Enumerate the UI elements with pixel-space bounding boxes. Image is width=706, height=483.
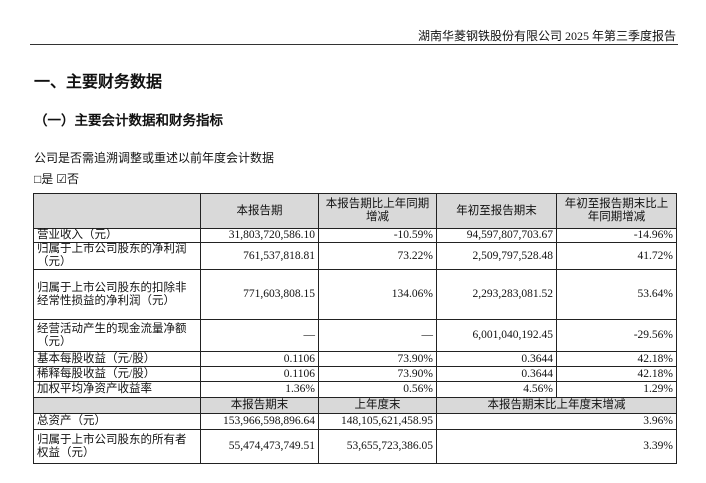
table-cell: 73.90% xyxy=(318,351,437,367)
section-title: 一、主要财务数据 xyxy=(34,72,163,91)
table-cell: 73.22% xyxy=(318,242,437,270)
table-row: 经营活动产生的现金流量净额（元） — —6,001,040,192.45 -29.56… xyxy=(33,319,677,352)
table-cell: 稀释每股收益（元/股） xyxy=(33,366,201,382)
table-row: 本报告期末 上年度末 本报告期末比上年度末增减 xyxy=(33,397,677,414)
header-cell: 年初至报告期末比上年同期增减 xyxy=(556,193,677,229)
table-cell: 148,105,621,458.95 xyxy=(318,413,437,430)
table-cell: 2,509,797,528.48 xyxy=(436,242,557,270)
header-cell: 本报告期末比上年度末增减 xyxy=(436,397,677,414)
table-cell: 归属于上市公司股东的所有者权益（元） xyxy=(33,429,201,464)
table-cell: 0.3644 xyxy=(436,366,557,382)
header-cell: 本报告期 xyxy=(200,193,319,229)
header-cell: 本报告期比上年同期增减 xyxy=(318,193,437,229)
table-cell: 55,474,473,749.51 xyxy=(200,429,319,464)
header-cell: 本报告期末 xyxy=(200,397,319,414)
table-cell: 3.96% xyxy=(436,413,677,430)
table-cell: 0.1106 xyxy=(200,351,319,367)
answer: □是 ☑否 xyxy=(34,172,80,186)
table-cell: 总资产（元） xyxy=(33,413,201,430)
page-header: 湖南华菱钢铁股份有限公司 2025 年第三季度报告 xyxy=(417,29,676,43)
question: 公司是否需追溯调整或重述以前年度会计数据 xyxy=(34,151,275,165)
table-cell: 0.1106 xyxy=(200,366,319,382)
header-rule xyxy=(30,44,678,45)
table-cell: 基本每股收益（元/股） xyxy=(33,351,201,367)
table-cell: -29.56% xyxy=(556,319,677,352)
table-cell: 归属于上市公司股东的净利润（元） xyxy=(33,242,201,270)
table-row: 营业收入（元） 31,803,720,586.10 -10.59% 94,597,80… xyxy=(33,228,677,243)
header-cell: 年初至报告期末 xyxy=(436,193,557,229)
table-cell: 营业收入（元） xyxy=(33,228,201,243)
table-cell: 经营活动产生的现金流量净额（元） xyxy=(33,319,201,352)
table-row: 加权平均净资产收益率 1.36% 0.56% 4.56% 1.29% xyxy=(33,381,677,398)
table-row: 总资产（元） 153,966,598,896.64 148,105,621,458.… xyxy=(33,413,677,430)
table-cell: 0.56% xyxy=(318,381,437,398)
table-cell: 53,655,723,386.05 xyxy=(318,429,437,464)
table-cell: 0.3644 xyxy=(436,351,557,367)
financial-table: 本报告期 本报告期比上年同期增减 年初至报告期末 年初至报告期末比上年同期增减 营业收入… xyxy=(33,193,677,464)
table-cell: 归属于上市公司股东的扣除非经常性损益的净利润（元） xyxy=(33,269,201,320)
table-cell: — xyxy=(200,319,319,352)
table-row: 归属于上市公司股东的所有者权益（元） 55,474,473,749.51 53,65… xyxy=(33,429,677,464)
table-cell: 加权平均净资产收益率 xyxy=(33,381,201,398)
header-cell xyxy=(33,193,201,229)
header-cell: 上年度末 xyxy=(318,397,437,414)
table-cell: 2,293,283,081.52 xyxy=(436,269,557,320)
table-row: 基本每股收益（元/股） 0.1106 73.90% 0.3644 42.18% xyxy=(33,351,677,367)
table-cell: 1.29% xyxy=(556,381,677,398)
table-cell: 134.06% xyxy=(318,269,437,320)
table-row: 稀释每股收益（元/股） 0.1106 73.90% 0.3644 42.18% xyxy=(33,366,677,382)
table-cell: 31,803,720,586.10 xyxy=(200,228,319,243)
table-cell: 1.36% xyxy=(200,381,319,398)
header-cell xyxy=(33,397,201,414)
table-cell: 53.64% xyxy=(556,269,677,320)
table-cell: 42.18% xyxy=(556,366,677,382)
table-cell: 94,597,807,703.67 xyxy=(436,228,557,243)
table-cell: — xyxy=(318,319,437,352)
table-cell: -14.96% xyxy=(556,228,677,243)
table-row: 归属于上市公司股东的净利润（元） 761,537,818.81 73.22% 2,50… xyxy=(33,242,677,270)
table-cell: 771,603,808.15 xyxy=(200,269,319,320)
table-cell: 3.39% xyxy=(436,429,677,464)
table-cell: -10.59% xyxy=(318,228,437,243)
table-cell: 42.18% xyxy=(556,351,677,367)
table-cell: 41.72% xyxy=(556,242,677,270)
table-cell: 4.56% xyxy=(436,381,557,398)
table-cell: 761,537,818.81 xyxy=(200,242,319,270)
table-cell: 153,966,598,896.64 xyxy=(200,413,319,430)
table-cell: 6,001,040,192.45 xyxy=(436,319,557,352)
table-cell: 73.90% xyxy=(318,366,437,382)
subsection-title: （一）主要会计数据和财务指标 xyxy=(34,113,223,129)
table-row: 本报告期 本报告期比上年同期增减 年初至报告期末 年初至报告期末比上年同期增减 xyxy=(33,193,677,229)
table-row: 归属于上市公司股东的扣除非经常性损益的净利润（元） 771,603,808.15 1… xyxy=(33,269,677,320)
